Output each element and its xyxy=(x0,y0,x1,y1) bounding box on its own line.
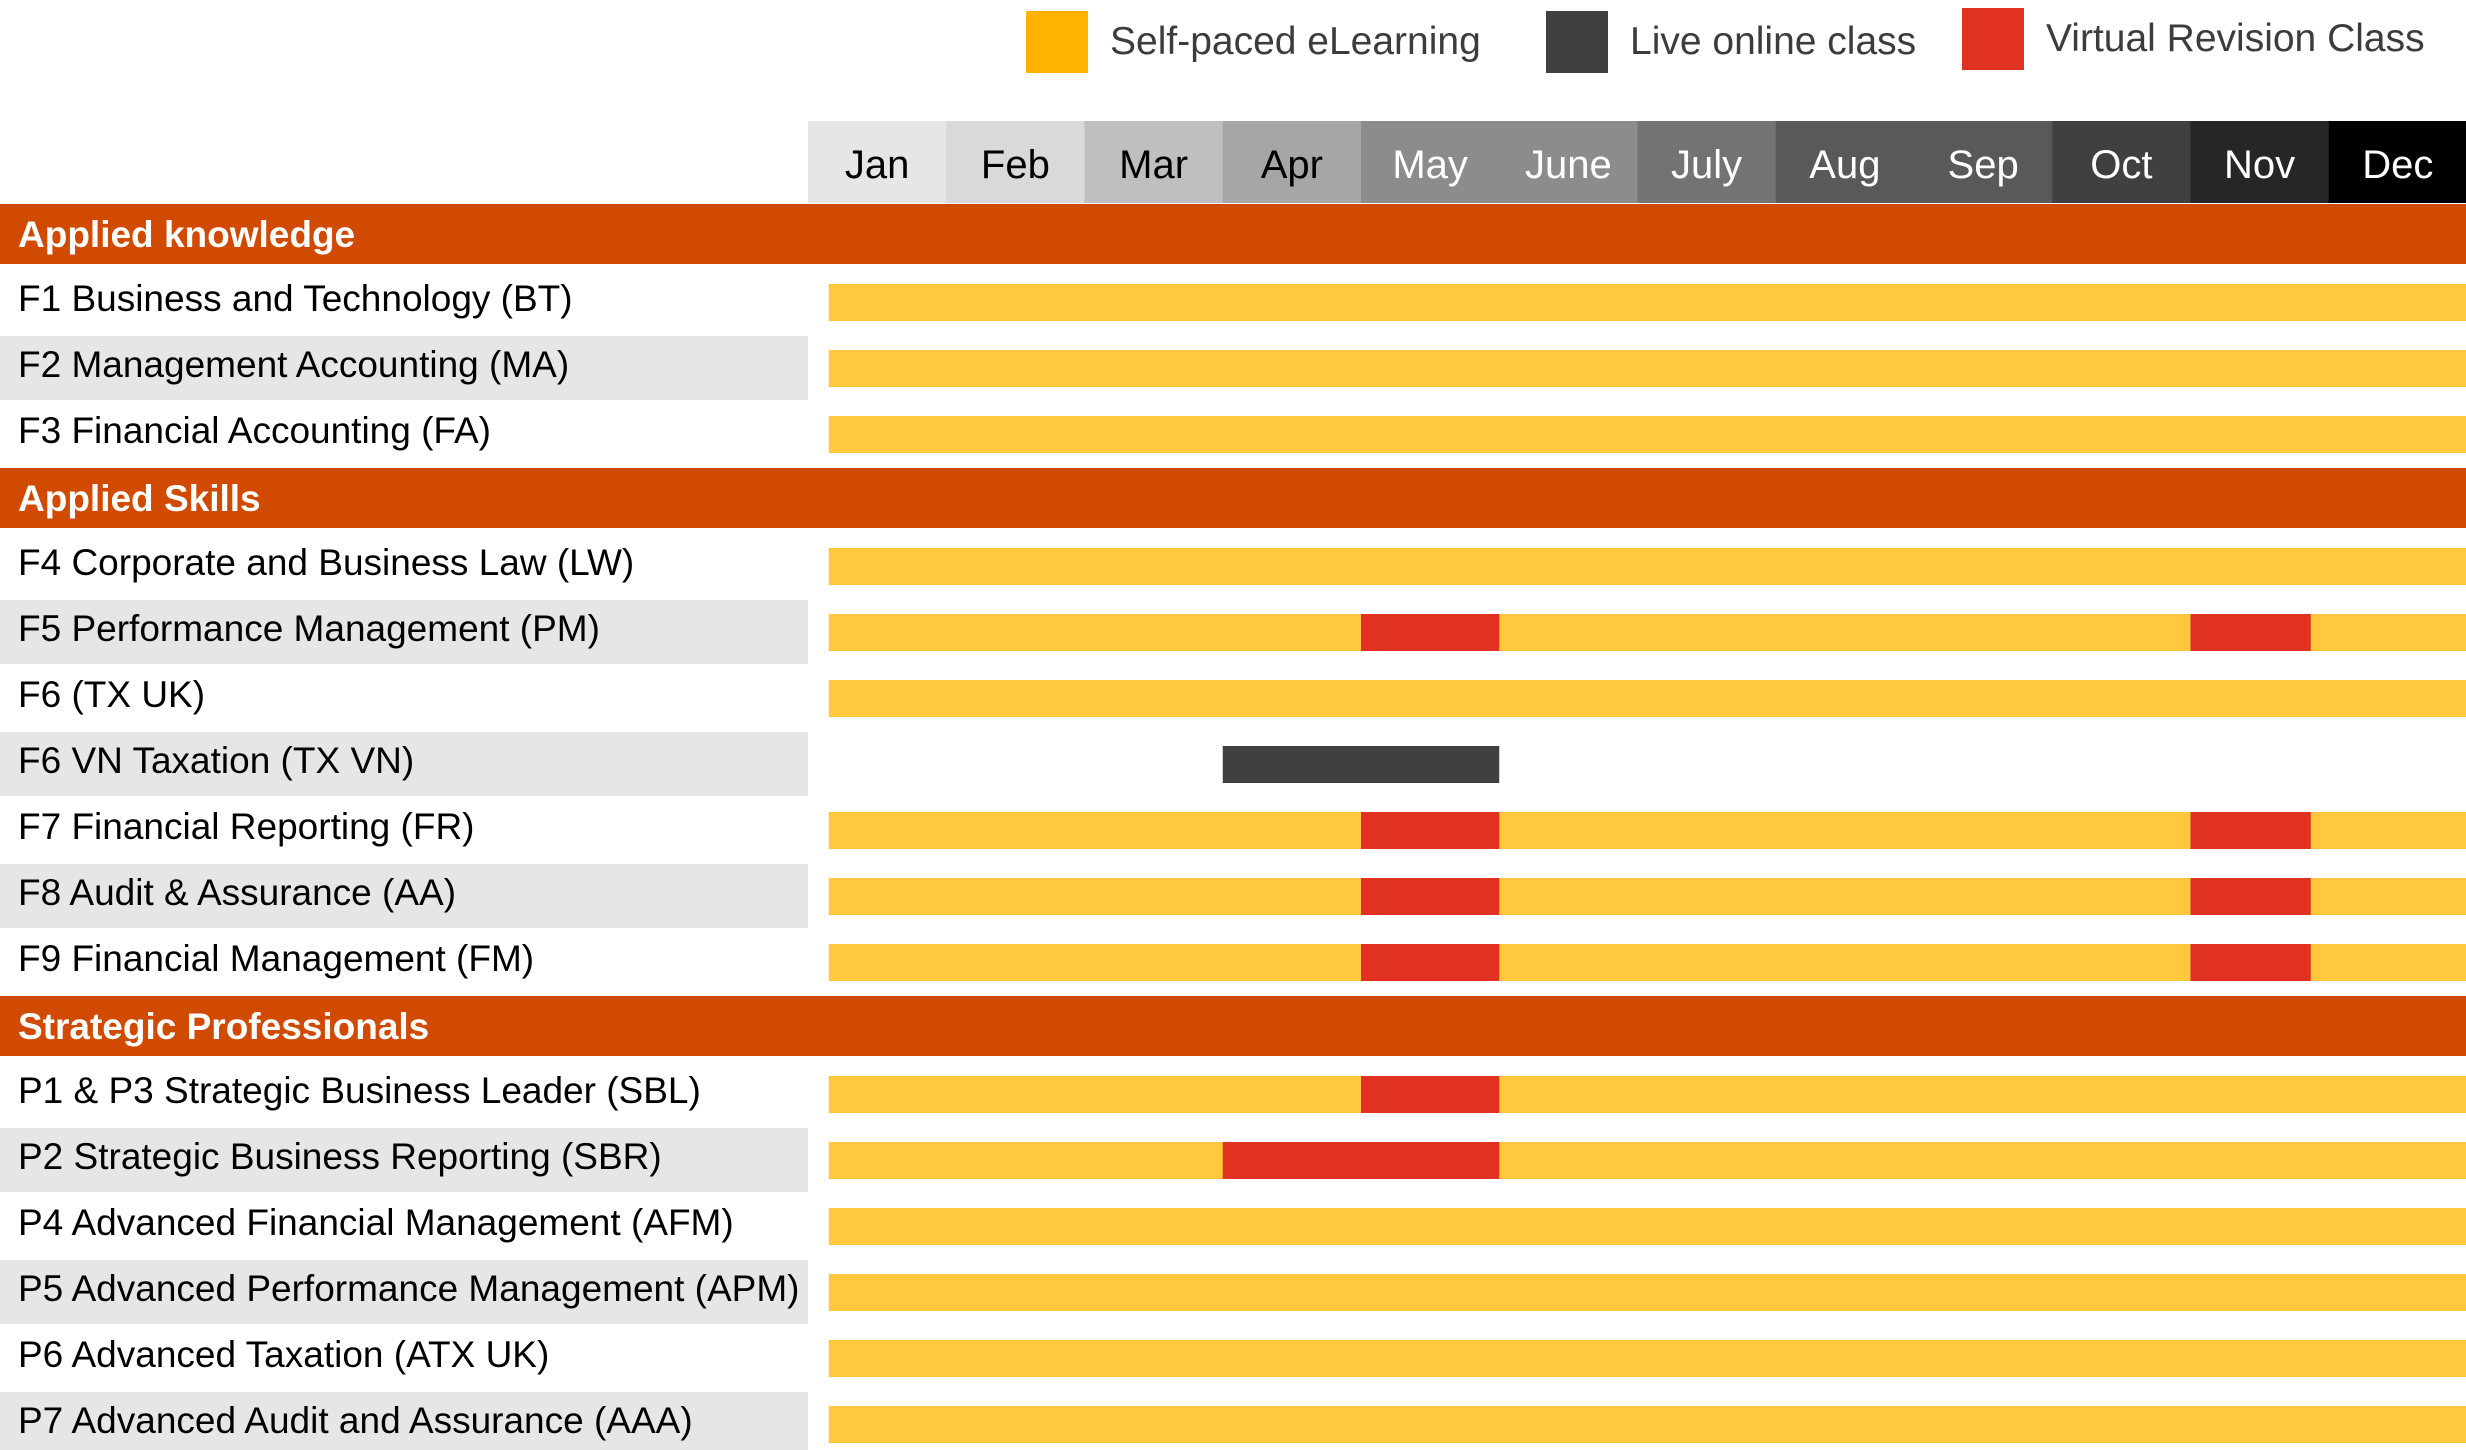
month-header-cell xyxy=(1775,121,1915,203)
revision-bar xyxy=(1361,614,1500,651)
legend-label-elearning: Self-paced eLearning xyxy=(1110,20,1481,63)
legend-label-live-class: Live online class xyxy=(1630,20,1917,63)
revision-bar xyxy=(2190,812,2311,849)
elearning-bar xyxy=(828,350,2466,387)
live-bar xyxy=(1222,746,1500,783)
course-label: P2 Strategic Business Reporting (SBR) xyxy=(18,1136,662,1177)
legend-swatch-elearning xyxy=(1026,11,1088,73)
month-header-label: Nov xyxy=(2224,143,2295,187)
revision-bar xyxy=(2190,614,2311,651)
month-header-cell xyxy=(808,121,947,203)
row-stripe xyxy=(0,1260,808,1324)
section-header-band xyxy=(0,996,2466,1056)
course-label: F2 Management Accounting (MA) xyxy=(18,344,569,385)
month-header-cell xyxy=(1499,121,1638,203)
course-label: F1 Business and Technology (BT) xyxy=(18,278,573,319)
revision-bar xyxy=(1361,878,1500,915)
legend-item-revision-class: Virtual Revision Class xyxy=(1962,5,2425,73)
month-header-label: Mar xyxy=(1119,143,1188,187)
month-header-cell xyxy=(2328,121,2466,203)
section-header-label: Strategic Professionals xyxy=(18,1006,429,1047)
row-stripe xyxy=(0,1128,808,1192)
course-label: F5 Performance Management (PM) xyxy=(18,608,600,649)
section-header-label: Applied Skills xyxy=(18,478,261,519)
legend-label-revision-class: Virtual Revision Class xyxy=(2046,17,2425,60)
month-header-cell xyxy=(1084,121,1224,203)
month-header-label: Apr xyxy=(1261,143,1323,187)
elearning-bar xyxy=(828,1274,2466,1311)
course-label: P4 Advanced Financial Management (AFM) xyxy=(18,1202,734,1243)
row-stripe xyxy=(0,1392,808,1450)
month-header-cell xyxy=(1637,121,1777,203)
legend: Self-paced eLearning Live online class V… xyxy=(0,0,2466,100)
course-label: F9 Financial Management (FM) xyxy=(18,938,534,979)
month-header-label: Dec xyxy=(2362,143,2433,187)
month-header-label: June xyxy=(1525,143,1612,187)
revision-bar xyxy=(1361,812,1500,849)
month-header-label: Aug xyxy=(1809,143,1880,187)
legend-item-live-class: Live online class xyxy=(1546,8,1916,76)
month-header-label: Sep xyxy=(1948,143,2019,187)
month-header-label: May xyxy=(1392,143,1468,187)
month-header-label: Oct xyxy=(2090,143,2152,187)
month-header-cell xyxy=(2190,121,2330,203)
section-header-label: Applied knowledge xyxy=(18,214,355,255)
course-label: P7 Advanced Audit and Assurance (AAA) xyxy=(18,1400,693,1441)
course-label: F8 Audit & Assurance (AA) xyxy=(18,872,456,913)
section-header-band xyxy=(0,204,2466,264)
revision-bar xyxy=(1222,1142,1500,1179)
elearning-bar xyxy=(828,416,2466,453)
month-header-cell xyxy=(1222,121,1362,203)
course-label: F7 Financial Reporting (FR) xyxy=(18,806,474,847)
elearning-bar xyxy=(828,1406,2466,1443)
legend-swatch-live-class xyxy=(1546,11,1608,73)
legend-swatch-revision-class xyxy=(1962,8,2024,70)
row-stripe xyxy=(0,600,808,664)
revision-bar xyxy=(1361,1076,1500,1113)
row-stripe xyxy=(0,864,808,928)
elearning-bar xyxy=(828,1340,2466,1377)
elearning-bar xyxy=(828,680,2466,717)
course-label: P5 Advanced Performance Management (APM) xyxy=(18,1268,800,1309)
revision-bar xyxy=(2190,878,2311,915)
elearning-bar xyxy=(828,1076,2466,1113)
elearning-bar xyxy=(828,548,2466,585)
month-header-cell xyxy=(1914,121,2053,203)
course-label: F3 Financial Accounting (FA) xyxy=(18,410,491,451)
course-label: P6 Advanced Taxation (ATX UK) xyxy=(18,1334,549,1375)
section-header-band xyxy=(0,468,2466,528)
course-label: F6 (TX UK) xyxy=(18,674,205,715)
elearning-bar xyxy=(828,284,2466,321)
month-header-label: Jan xyxy=(845,143,910,187)
month-header-cell xyxy=(2052,121,2191,203)
course-label: F4 Corporate and Business Law (LW) xyxy=(18,542,634,583)
month-header-label: July xyxy=(1671,143,1742,187)
course-label: P1 & P3 Strategic Business Leader (SBL) xyxy=(18,1070,701,1111)
row-stripe xyxy=(0,732,808,796)
revision-bar xyxy=(1361,944,1500,981)
month-header-cell xyxy=(946,121,1085,203)
month-header-cell xyxy=(1361,121,1500,203)
month-header-label: Feb xyxy=(981,143,1050,187)
elearning-bar xyxy=(828,1208,2466,1245)
elearning-bar xyxy=(828,1142,2466,1179)
course-label: F6 VN Taxation (TX VN) xyxy=(18,740,414,781)
row-stripe xyxy=(0,336,808,400)
revision-bar xyxy=(2190,944,2311,981)
legend-item-elearning: Self-paced eLearning xyxy=(1026,8,1481,76)
